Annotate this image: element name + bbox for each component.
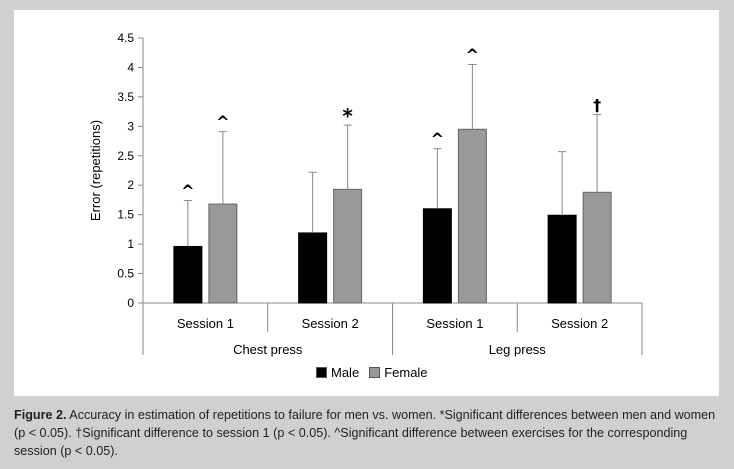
- y-tick-label-3: 1.5: [117, 208, 134, 222]
- bar-female-2: [457, 128, 487, 304]
- caption-label: Figure 2.: [14, 408, 67, 422]
- bar-male-1: [298, 232, 328, 304]
- legend-label-female: Female: [384, 365, 428, 380]
- caption-text: Accuracy in estimation of repetitions to…: [14, 408, 716, 458]
- bar-female-3: [582, 191, 612, 304]
- y-tick-label-0: 0: [127, 296, 134, 310]
- legend: Male Female: [316, 365, 428, 380]
- bar-female-0: [208, 203, 238, 304]
- legend-swatch-male: [316, 367, 327, 378]
- chart-panel: 0 0.5 1 1.5 2 2.5 3 3.5 4 4.5 Error (repetitions) S…: [14, 10, 719, 396]
- bar-female-1: [333, 188, 363, 304]
- bar-chart: 0 0.5 1 1.5 2 2.5 3 3.5 4 4.5 Error (repetitions) S…: [88, 31, 643, 357]
- y-tick-label-8: 4: [127, 60, 134, 74]
- figure-caption: Figure 2. Accuracy in estimation of repe…: [14, 406, 719, 460]
- legend-item-female: Female: [369, 365, 428, 380]
- y-tick-label-4: 2: [127, 178, 134, 192]
- group-label-0: Chest press: [233, 342, 303, 357]
- group-label-1: Leg press: [489, 342, 547, 357]
- y-tick-label-2: 1: [127, 237, 134, 251]
- y-tick-label-1: 0.5: [117, 267, 134, 281]
- y-tick-label-6: 3: [127, 119, 134, 133]
- significance-marker-female-3: †: [593, 96, 601, 115]
- y-tick-label-5: 2.5: [117, 149, 134, 163]
- session-label-0: Session 1: [177, 316, 234, 331]
- session-label-2: Session 1: [426, 316, 483, 331]
- y-tick-label-9: 4.5: [117, 31, 134, 45]
- y-tick-label-7: 3.5: [117, 90, 134, 104]
- significance-marker-female-2: ^: [466, 46, 479, 65]
- bar-male-2: [422, 208, 452, 304]
- legend-label-male: Male: [331, 365, 360, 380]
- y-axis-label: Error (repetitions): [88, 120, 103, 221]
- significance-marker-male-2: ^: [431, 130, 444, 149]
- bar-male-0: [173, 245, 203, 304]
- session-label-3: Session 2: [551, 316, 608, 331]
- legend-item-male: Male: [316, 365, 359, 380]
- bar-male-3: [547, 214, 577, 304]
- significance-marker-female-1: *: [342, 104, 353, 128]
- significance-marker-male-0: ^: [181, 182, 194, 201]
- session-label-1: Session 2: [302, 316, 359, 331]
- significance-marker-female-0: ^: [216, 113, 229, 132]
- legend-swatch-female: [369, 367, 381, 378]
